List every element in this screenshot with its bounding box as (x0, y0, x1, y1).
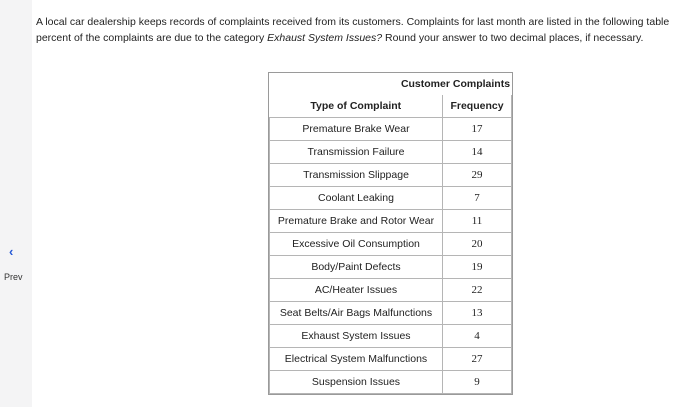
complaint-type-cell: Exhaust System Issues (269, 324, 443, 348)
table-row: Premature Brake Wear 17 (269, 117, 512, 141)
table-row: Seat Belts/Air Bags Malfunctions 13 (269, 301, 512, 325)
table-row: Transmission Failure 14 (269, 140, 512, 164)
question-line-2: percent of the complaints are due to the… (36, 30, 700, 46)
frequency-cell: 13 (442, 301, 512, 325)
frequency-cell: 20 (442, 232, 512, 256)
table-row: Suspension Issues 9 (269, 370, 512, 394)
question-line-2-suffix: Round your answer to two decimal places,… (382, 32, 644, 44)
chevron-left-icon[interactable]: ‹ (9, 244, 14, 259)
question-category: Exhaust System Issues? (267, 32, 383, 44)
question-line-2-prefix: percent of the complaints are due to the… (36, 32, 268, 44)
complaint-type-cell: Excessive Oil Consumption (269, 232, 443, 256)
header-frequency: Frequency (442, 95, 512, 118)
complaint-type-cell: Premature Brake and Rotor Wear (269, 209, 443, 233)
complaint-type-cell: Coolant Leaking (269, 186, 443, 210)
complaint-type-cell: Body/Paint Defects (269, 255, 443, 279)
question-text: A local car dealership keeps records of … (36, 14, 700, 46)
frequency-cell: 14 (442, 140, 512, 164)
frequency-cell: 7 (442, 186, 512, 210)
frequency-cell: 17 (442, 117, 512, 141)
complaint-type-cell: Seat Belts/Air Bags Malfunctions (269, 301, 443, 325)
complaint-type-cell: Suspension Issues (269, 370, 443, 394)
complaint-type-cell: AC/Heater Issues (269, 278, 443, 302)
table-row: Body/Paint Defects 19 (269, 255, 512, 279)
table-row: Exhaust System Issues 4 (269, 324, 512, 348)
complaint-type-cell: Premature Brake Wear (269, 117, 443, 141)
frequency-cell: 29 (442, 163, 512, 187)
question-line-1: A local car dealership keeps records of … (36, 16, 670, 28)
frequency-cell: 22 (442, 278, 512, 302)
table-row: Excessive Oil Consumption 20 (269, 232, 512, 256)
header-type: Type of Complaint (269, 95, 443, 118)
frequency-cell: 4 (442, 324, 512, 348)
table-row: Transmission Slippage 29 (269, 163, 512, 187)
complaint-type-cell: Transmission Failure (269, 140, 443, 164)
frequency-cell: 9 (442, 370, 512, 394)
table-row: Coolant Leaking 7 (269, 186, 512, 210)
complaint-type-cell: Electrical System Malfunctions (269, 347, 443, 371)
table-row: Premature Brake and Rotor Wear 11 (269, 209, 512, 233)
table-row: AC/Heater Issues 22 (269, 278, 512, 302)
complaints-table: Customer Complaints Type of Complaint Fr… (268, 72, 513, 395)
frequency-cell: 11 (442, 209, 512, 233)
frequency-cell: 27 (442, 347, 512, 371)
table-row: Electrical System Malfunctions 27 (269, 347, 512, 371)
prev-button[interactable]: Prev (4, 272, 23, 282)
table-caption: Customer Complaints (400, 78, 511, 90)
complaint-type-cell: Transmission Slippage (269, 163, 443, 187)
frequency-cell: 19 (442, 255, 512, 279)
